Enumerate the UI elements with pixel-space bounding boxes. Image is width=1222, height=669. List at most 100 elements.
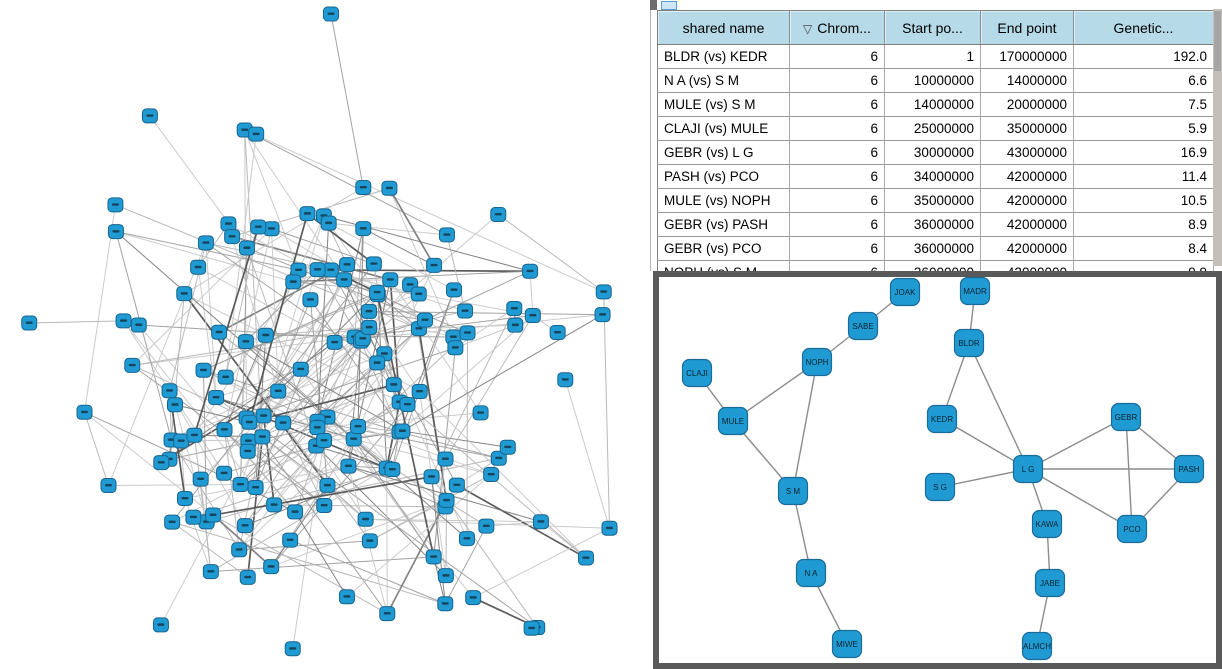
overview-network-edge[interactable] — [418, 328, 448, 501]
cell-value[interactable]: 42000000 — [980, 188, 1074, 213]
overview-network-edge[interactable] — [244, 340, 362, 526]
overview-network-edge[interactable] — [294, 511, 348, 598]
overview-network-edge[interactable] — [168, 293, 185, 460]
overview-network-edge[interactable] — [244, 129, 604, 293]
overview-network-edge[interactable] — [445, 315, 534, 460]
subnetwork-node-shape[interactable] — [1034, 568, 1066, 598]
cell-value[interactable]: 8.9 — [1073, 212, 1214, 237]
subnetwork-edge[interactable] — [1027, 468, 1133, 530]
cell-value[interactable]: 42000000 — [980, 164, 1074, 189]
cell-value[interactable]: 6.6 — [1073, 68, 1214, 93]
scrollbar-thumb[interactable] — [1214, 11, 1221, 71]
overview-network-edge[interactable] — [197, 266, 335, 343]
cell-value[interactable]: 35000000 — [980, 116, 1074, 141]
overview-network-edge[interactable] — [231, 236, 279, 392]
overview-network-edge[interactable] — [315, 445, 447, 577]
cell-shared-name[interactable]: BLDR (vs) KEDR — [657, 44, 790, 69]
subnetwork-node[interactable]: MADR — [959, 277, 991, 306]
overview-network-edge[interactable] — [389, 279, 482, 414]
overview-network-edge[interactable] — [486, 521, 541, 527]
overview-network-edge[interactable] — [466, 332, 468, 539]
overview-network-edge[interactable] — [215, 396, 388, 469]
cell-value[interactable]: 6 — [789, 92, 885, 117]
column-header-genetic[interactable]: Genetic... — [1073, 10, 1214, 45]
cell-value[interactable]: 8.4 — [1073, 236, 1214, 261]
overview-network-edge[interactable] — [368, 310, 426, 321]
subnetwork-node-shape[interactable] — [847, 311, 879, 341]
cell-shared-name[interactable]: N A (vs) S M — [657, 68, 790, 93]
overview-network-edge[interactable] — [328, 222, 448, 236]
overview-network-edge[interactable] — [246, 279, 345, 419]
overview-network-edge[interactable] — [224, 429, 240, 550]
overview-network-edge[interactable] — [431, 308, 515, 477]
scrollbar-fragment[interactable] — [661, 1, 677, 10]
overview-network-edge[interactable] — [203, 370, 208, 522]
overview-network-canvas[interactable] — [0, 0, 650, 669]
overview-network-edge[interactable] — [328, 222, 455, 291]
overview-network-edge[interactable] — [169, 390, 246, 526]
cell-shared-name[interactable]: CLAJI (vs) MULE — [657, 116, 790, 141]
overview-network-edge[interactable] — [206, 469, 393, 523]
subnetwork-node[interactable]: S M — [777, 476, 809, 506]
overview-network-edge[interactable] — [263, 340, 362, 417]
overview-network-edge[interactable] — [203, 291, 378, 371]
overview-network-edge[interactable] — [248, 213, 309, 423]
cell-value[interactable]: 36000000 — [884, 236, 981, 261]
subnetwork-node-shape[interactable] — [777, 476, 809, 506]
overview-network-edge[interactable] — [224, 215, 325, 430]
scrollbar-top-button[interactable] — [1213, 0, 1222, 9]
subnetwork-node[interactable]: GEBR — [1110, 402, 1142, 432]
subnetwork-node-shape[interactable] — [795, 558, 827, 588]
column-header-start-point[interactable]: Start po... — [884, 10, 981, 45]
subnetwork-node[interactable]: PCO — [1116, 514, 1148, 544]
overview-network-edge[interactable] — [245, 341, 248, 418]
overview-network-edge[interactable] — [310, 299, 403, 432]
cell-value[interactable]: 14000000 — [980, 68, 1074, 93]
table-row[interactable]: GEBR (vs) PASH 6 36000000 42000000 8.9 — [657, 212, 1214, 237]
overview-network-edge[interactable] — [444, 525, 487, 604]
overview-network-edge[interactable] — [108, 483, 241, 486]
cell-value[interactable]: 6 — [789, 68, 885, 93]
subnetwork-node-shape[interactable] — [889, 277, 921, 307]
cell-value[interactable]: 6 — [789, 164, 885, 189]
overview-network-edge[interactable] — [246, 247, 426, 321]
overview-network-edge[interactable] — [317, 412, 481, 429]
subnetwork-node-shape[interactable] — [801, 347, 833, 377]
subnetwork-node-shape[interactable] — [926, 404, 958, 434]
cell-value[interactable]: 36000000 — [884, 212, 981, 237]
overview-network-edge[interactable] — [210, 505, 325, 573]
subnetwork-node-shape[interactable] — [1173, 454, 1205, 484]
subnetwork-canvas[interactable]: JOAK MADR SABE BLDR NOPH CLAJI GEBR KEDR MULE L G… — [659, 277, 1216, 663]
overview-network-edge[interactable] — [293, 281, 419, 295]
overview-network-edge[interactable] — [289, 539, 446, 605]
overview-network-edge[interactable] — [210, 556, 434, 573]
overview-network-edge[interactable] — [132, 364, 247, 419]
cell-value[interactable]: 6 — [789, 188, 885, 213]
overview-network-edge[interactable] — [386, 499, 448, 615]
table-row[interactable]: MULE (vs) S M 6 14000000 20000000 7.5 — [657, 92, 1214, 117]
subnetwork-node[interactable]: MIWE — [831, 629, 863, 659]
overview-network-edge[interactable] — [273, 319, 426, 506]
overview-network-edge[interactable] — [263, 215, 325, 417]
table-row[interactable]: MULE (vs) NOPH 6 35000000 42000000 10.5 — [657, 188, 1214, 213]
column-header-chromosome[interactable]: ▽ Chrom... — [789, 10, 885, 45]
overview-network-edge[interactable] — [419, 391, 587, 559]
overview-network-edge[interactable] — [215, 368, 301, 398]
subnetwork-node[interactable]: BLDR — [953, 328, 985, 358]
overview-network-edge[interactable] — [316, 445, 387, 469]
overview-network-edge[interactable] — [246, 347, 456, 419]
overview-network-edge[interactable] — [292, 417, 328, 649]
overview-network-edge[interactable] — [29, 320, 124, 324]
overview-network-edge[interactable] — [245, 341, 355, 440]
subnetwork-node-shape[interactable] — [717, 406, 749, 436]
overview-network-edge[interactable] — [84, 411, 241, 485]
overview-network-edge[interactable] — [271, 228, 279, 392]
cell-shared-name[interactable]: PASH (vs) PCO — [657, 164, 790, 189]
overview-network-edge[interactable] — [388, 187, 435, 266]
overview-network-edge[interactable] — [377, 294, 388, 469]
subnetwork-node[interactable]: MULE — [717, 406, 749, 436]
overview-network-edge[interactable] — [357, 228, 364, 427]
overview-network-edge[interactable] — [564, 379, 610, 529]
cell-value[interactable]: 11.4 — [1073, 164, 1214, 189]
overview-network-edge[interactable] — [115, 231, 294, 283]
